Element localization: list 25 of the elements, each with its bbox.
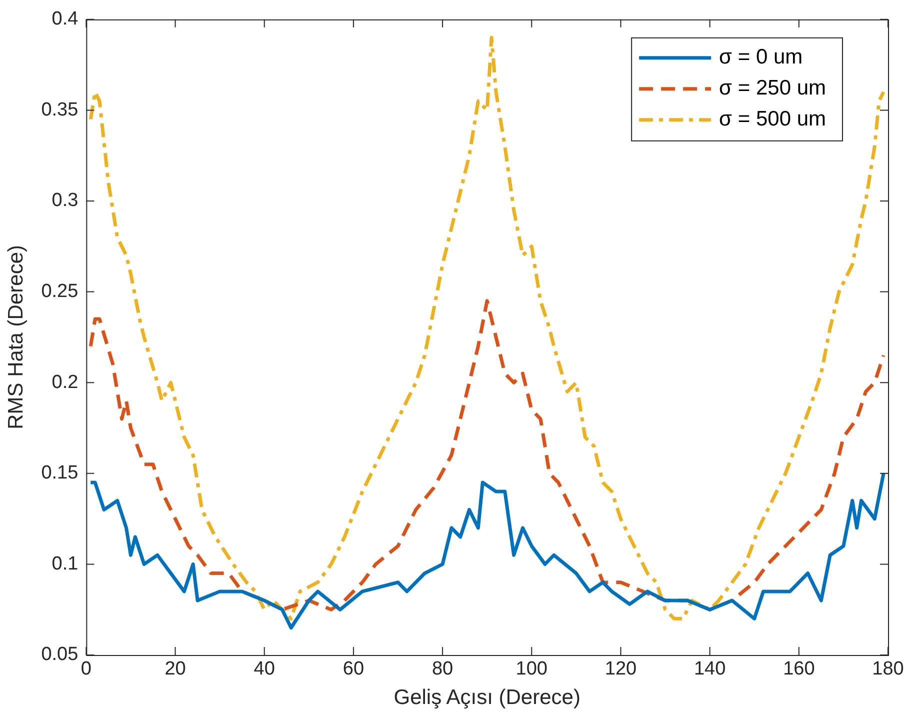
x-tick-label: 100 — [516, 658, 548, 680]
y-axis-title: RMS Hata (Derece) — [4, 245, 28, 430]
x-tick-label: 120 — [604, 658, 637, 680]
x-tick-label: 60 — [342, 658, 364, 680]
x-tick-label: 20 — [164, 658, 186, 680]
line-series — [88, 36, 886, 620]
x-tick-label: 40 — [254, 658, 275, 680]
y-tick-label: 0.3 — [52, 190, 78, 212]
y-tick-label: 0.35 — [41, 99, 78, 120]
line-series — [88, 299, 886, 612]
y-tick-label: 0.05 — [41, 644, 78, 666]
y-tick-label: 0.15 — [41, 462, 78, 484]
legend-label: σ = 0 um — [719, 46, 803, 69]
y-tick-label: 0.4 — [52, 8, 79, 30]
x-tick-label: 0 — [80, 658, 92, 680]
x-axis-title: Geliş Açısı (Derece) — [394, 686, 580, 710]
y-tick-label: 0.1 — [52, 553, 78, 574]
x-tick-label: 80 — [432, 658, 454, 680]
y-tick-label: 0.2 — [52, 372, 78, 393]
x-tick-label: 140 — [694, 658, 726, 680]
x-tick-label: 160 — [783, 658, 815, 680]
x-tick-label: 180 — [872, 658, 904, 680]
y-tick-label: 0.25 — [41, 281, 78, 302]
legend-label: σ = 500 um — [719, 108, 826, 131]
legend-label: σ = 250 um — [719, 76, 826, 100]
